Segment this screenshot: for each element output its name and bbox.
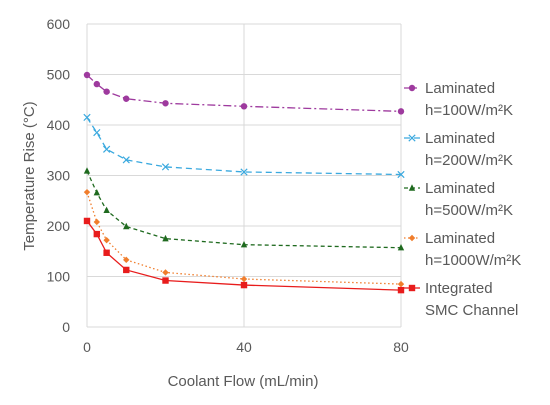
legend-marker (408, 84, 416, 92)
data-point (240, 168, 248, 176)
y-tick-label: 100 (47, 269, 71, 285)
x-axis-title: Coolant Flow (mL/min) (168, 373, 319, 390)
data-point (83, 167, 91, 174)
legend-item-1: Laminated h=200W/m²K (404, 130, 513, 169)
data-point (103, 88, 110, 95)
data-point (397, 244, 405, 251)
legend-label: Laminated (425, 130, 495, 147)
legend-label: Laminated (425, 230, 495, 247)
data-point (93, 230, 101, 238)
y-axis-title: Temperature Rise (°C) (21, 101, 38, 250)
data-point (240, 281, 248, 289)
data-point (240, 240, 248, 248)
data-point (83, 71, 91, 79)
legend-label: Laminated (425, 180, 495, 197)
data-point (123, 222, 130, 230)
x-tick-label: 0 (83, 339, 91, 355)
data-point (161, 163, 170, 171)
x-axis-ticks: 0 40 80 (83, 339, 409, 355)
data-point (83, 113, 91, 122)
legend: Laminatedh=100W/m²KLaminatedh=200W/m²KLa… (404, 80, 521, 319)
data-point (93, 128, 101, 137)
legend-marker (408, 284, 416, 292)
y-tick-label: 600 (47, 16, 71, 32)
data-point (93, 80, 101, 88)
data-point (103, 145, 111, 153)
y-tick-label: 0 (62, 319, 70, 335)
data-point (93, 218, 101, 226)
data-point (123, 256, 130, 264)
legend-item-4: Integrated SMC Channel (404, 280, 518, 319)
y-tick-label: 400 (47, 117, 71, 133)
legend-label: SMC Channel (425, 302, 518, 319)
y-tick-label: 500 (47, 67, 71, 83)
data-point (397, 280, 405, 288)
series-3 (83, 188, 405, 288)
data-point (240, 275, 248, 283)
legend-label: Integrated (425, 280, 493, 297)
data-point (162, 277, 169, 284)
data-point (103, 206, 110, 214)
grid (86, 23, 402, 328)
series-4 (83, 217, 405, 294)
data-point (397, 170, 405, 179)
legend-label: h=200W/m²K (425, 152, 513, 169)
data-point (162, 234, 169, 242)
data-point (103, 249, 110, 256)
x-tick-label: 80 (393, 339, 409, 355)
legend-marker (408, 234, 416, 242)
y-axis-ticks: 0 100 200 300 400 500 600 (47, 16, 71, 335)
data-point (83, 188, 91, 196)
x-tick-label: 40 (236, 339, 252, 355)
plot-area (83, 71, 405, 294)
series-1 (83, 113, 405, 179)
data-point (103, 236, 110, 244)
legend-marker (408, 134, 416, 142)
data-point (397, 286, 405, 294)
data-point (397, 108, 405, 115)
legend-marker (408, 184, 416, 191)
legend-item-0: Laminated h=100W/m²K (404, 80, 513, 119)
data-point (162, 100, 169, 107)
legend-item-2: Laminated h=500W/m²K (404, 180, 513, 219)
legend-label: h=100W/m²K (425, 102, 513, 119)
data-point (240, 103, 248, 110)
y-tick-label: 300 (47, 168, 71, 184)
data-point (93, 188, 101, 196)
legend-label: h=500W/m²K (425, 202, 513, 219)
series-0 (83, 71, 405, 115)
data-point (162, 269, 169, 276)
data-point (122, 156, 130, 164)
series-2 (83, 167, 405, 251)
data-point (123, 266, 130, 274)
legend-label: Laminated (425, 80, 495, 97)
data-point (123, 95, 130, 102)
y-tick-label: 200 (47, 218, 71, 234)
legend-label: h=1000W/m²K (425, 252, 521, 269)
legend-item-3: Laminated h=1000W/m²K (404, 230, 521, 269)
data-point (83, 217, 91, 225)
